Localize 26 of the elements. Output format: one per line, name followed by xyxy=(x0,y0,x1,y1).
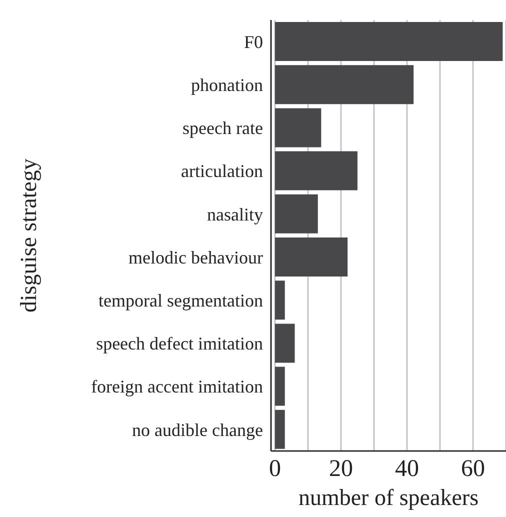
x-tick-label: 0 xyxy=(268,456,281,482)
y-tick-label: no audible change xyxy=(132,420,264,440)
bar xyxy=(274,194,318,234)
bar xyxy=(274,108,322,148)
y-tick-label: speech rate xyxy=(182,118,264,138)
x-tick-label: 20 xyxy=(328,456,353,482)
bar xyxy=(274,280,285,320)
bar xyxy=(274,22,503,61)
y-tick-label: phonation xyxy=(191,75,263,96)
bar xyxy=(274,366,285,406)
y-tick-label: articulation xyxy=(181,161,263,182)
x-axis-title: number of speakers xyxy=(298,485,479,510)
bar xyxy=(274,324,295,363)
y-tick-label: foreign accent imitation xyxy=(91,376,263,397)
bar xyxy=(274,410,285,449)
x-tick-label: 60 xyxy=(460,456,485,482)
y-tick-label: nasality xyxy=(207,204,263,224)
bar xyxy=(274,238,348,276)
y-tick-label: melodic behaviour xyxy=(128,247,263,268)
bar xyxy=(274,65,414,104)
y-tick-label: F0 xyxy=(244,32,263,52)
y-tick-label: temporal segmentation xyxy=(98,290,263,311)
y-axis-title: disguise strategy xyxy=(16,158,42,312)
x-tick-label: 40 xyxy=(394,456,419,482)
bar xyxy=(274,151,358,190)
y-tick-label: speech defect imitation xyxy=(96,334,263,354)
